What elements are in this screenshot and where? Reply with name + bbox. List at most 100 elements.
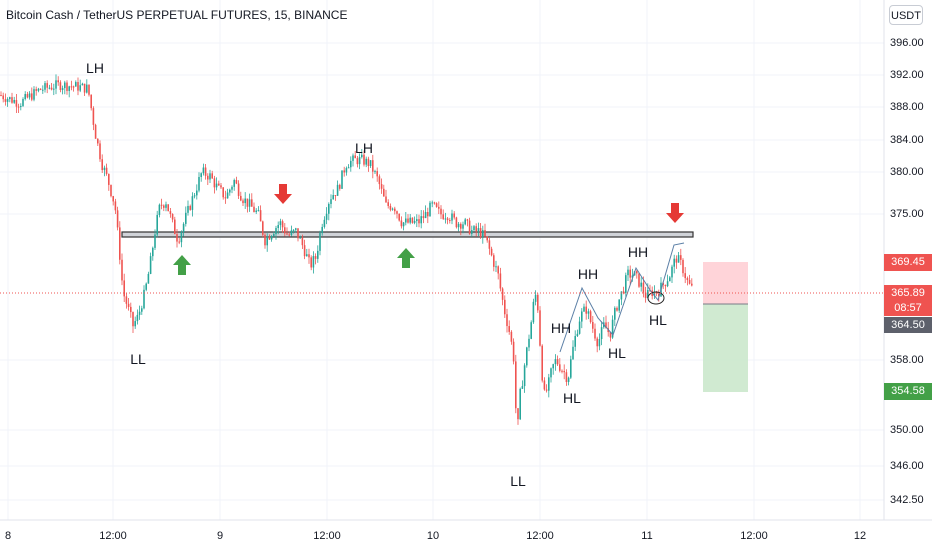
candle-body	[682, 259, 684, 274]
candle-body	[515, 361, 517, 409]
candle-body	[587, 311, 590, 314]
candle-body	[233, 180, 235, 187]
candle-body	[295, 228, 297, 230]
candle-body	[270, 236, 273, 240]
candle-body	[156, 214, 158, 235]
candle-body	[616, 307, 618, 311]
candle-body	[380, 184, 383, 189]
currency-button[interactable]: USDT	[889, 5, 923, 25]
candle-body	[169, 211, 172, 214]
candle-body	[486, 236, 488, 241]
candle-body	[449, 220, 451, 222]
candle-body	[244, 198, 246, 204]
target-price-label: 354.58	[884, 383, 932, 400]
candle-body	[77, 82, 79, 91]
candle-body	[541, 345, 543, 381]
candle-body	[13, 100, 15, 103]
candle-body	[22, 99, 24, 106]
candle-body	[420, 216, 422, 224]
candle-body	[220, 185, 222, 188]
y-tick-label: 380.00	[890, 166, 924, 178]
candle-body	[363, 154, 365, 165]
candle-body	[688, 280, 691, 284]
arrow-down-icon	[666, 203, 684, 223]
candle-body	[180, 232, 183, 243]
candle-body	[669, 277, 671, 282]
candle-body	[605, 322, 607, 329]
candle-body	[55, 80, 57, 89]
candle-body	[350, 160, 352, 168]
candle-body	[484, 230, 486, 237]
candle-body	[530, 322, 532, 339]
pattern-label: LH	[86, 60, 104, 76]
candle-body	[171, 213, 174, 220]
candle-body	[330, 199, 332, 204]
candle-body	[550, 368, 552, 378]
candle-body	[202, 167, 205, 174]
candle-body	[464, 219, 466, 225]
candle-body	[691, 283, 693, 286]
candle-body	[4, 99, 7, 102]
candle-body	[253, 206, 255, 213]
candle-body	[237, 183, 240, 196]
candle-body	[196, 190, 198, 196]
candle-body	[57, 80, 59, 83]
candle-body	[391, 208, 394, 210]
pattern-label: HH	[577, 266, 599, 282]
candle-body	[231, 186, 233, 190]
candle-body	[334, 195, 337, 197]
x-tick-label: 10	[426, 530, 440, 542]
candle-body	[385, 196, 387, 203]
candle-body	[636, 271, 638, 274]
take-profit-zone	[703, 304, 748, 392]
candle-body	[108, 173, 110, 185]
candle-body	[537, 294, 539, 311]
x-tick-label: 12:00	[313, 530, 341, 542]
candle-body	[66, 82, 68, 91]
candle-body	[35, 89, 37, 91]
candle-body	[11, 97, 13, 103]
candle-body	[79, 85, 81, 91]
candle-body	[501, 288, 504, 300]
candle-body	[589, 311, 592, 323]
candle-body	[347, 167, 350, 169]
candle-body	[141, 308, 143, 312]
candle-body	[451, 213, 453, 221]
candle-body	[365, 158, 367, 165]
y-tick-label: 342.50	[890, 494, 924, 506]
candle-body	[508, 326, 510, 332]
candle-body	[264, 234, 266, 246]
candle-body	[213, 178, 216, 188]
candle-body	[482, 230, 484, 238]
candle-body	[255, 210, 257, 213]
candle-body	[361, 154, 363, 158]
candle-body	[28, 93, 31, 98]
candle-body	[145, 283, 147, 290]
candle-body	[68, 86, 70, 91]
candle-body	[396, 211, 398, 214]
candle-body	[222, 187, 224, 198]
candle-body	[127, 303, 130, 307]
higher-low-circle	[647, 291, 665, 305]
candle-body	[226, 192, 229, 199]
candle-body	[125, 296, 128, 304]
candle-body	[286, 233, 288, 235]
x-tick-label: 8	[4, 530, 12, 542]
candle-body	[493, 255, 495, 267]
candle-body	[224, 197, 227, 199]
candle-body	[17, 106, 20, 108]
candle-body	[554, 359, 557, 365]
candle-body	[299, 237, 301, 239]
candle-body	[306, 254, 308, 257]
candle-body	[438, 206, 440, 209]
candle-body	[328, 203, 330, 214]
candle-body	[422, 216, 425, 219]
candle-body	[526, 347, 528, 366]
candle-body	[339, 184, 341, 189]
candle-body	[521, 386, 524, 389]
candle-body	[266, 236, 268, 246]
candle-body	[424, 212, 427, 219]
candle-body	[572, 346, 574, 360]
candle-body	[594, 328, 596, 339]
